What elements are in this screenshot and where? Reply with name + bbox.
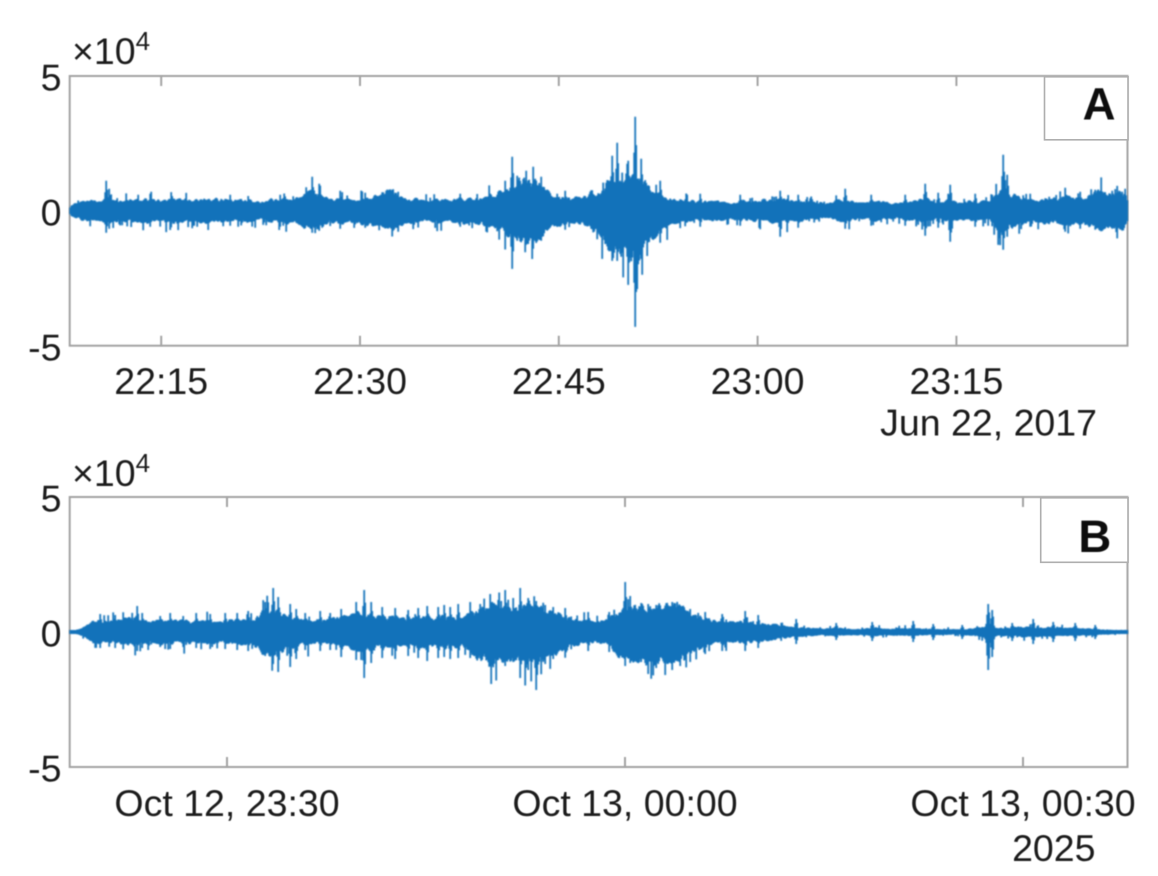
svg-text:Oct 13, 00:00: Oct 13, 00:00 [512, 782, 737, 824]
svg-text:Oct 12, 23:30: Oct 12, 23:30 [114, 782, 339, 824]
svg-text:Jun 22, 2017: Jun 22, 2017 [880, 402, 1097, 444]
svg-text:0: 0 [41, 192, 62, 234]
svg-text:-5: -5 [28, 326, 61, 368]
svg-text:0: 0 [41, 613, 62, 655]
svg-text:A: A [1083, 78, 1116, 129]
svg-text:23:15: 23:15 [909, 360, 1003, 402]
svg-text:22:15: 22:15 [114, 360, 208, 402]
svg-text:5: 5 [41, 478, 62, 520]
svg-text:23:00: 23:00 [711, 360, 805, 402]
svg-text:5: 5 [41, 57, 62, 99]
svg-text:Oct 13, 00:30: Oct 13, 00:30 [910, 782, 1135, 824]
svg-text:B: B [1078, 511, 1111, 562]
svg-text:22:45: 22:45 [512, 360, 606, 402]
svg-text:2025: 2025 [1012, 827, 1095, 869]
svg-text:-5: -5 [28, 748, 61, 790]
svg-text:22:30: 22:30 [313, 360, 407, 402]
